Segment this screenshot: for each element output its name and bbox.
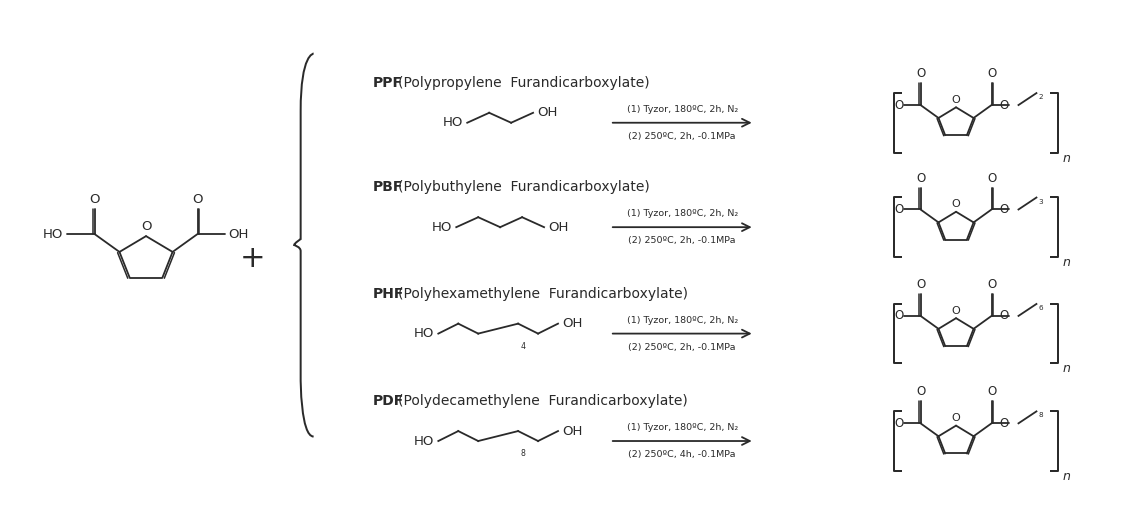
Text: (2) 250ºC, 2h, -0.1MPa: (2) 250ºC, 2h, -0.1MPa: [629, 343, 736, 352]
Text: O: O: [193, 193, 203, 206]
Text: OH: OH: [562, 424, 582, 437]
Text: (1) Tyzor, 180ºC, 2h, N₂: (1) Tyzor, 180ºC, 2h, N₂: [627, 105, 738, 114]
Text: O: O: [987, 386, 996, 399]
Text: HO: HO: [443, 116, 463, 129]
Text: HO: HO: [43, 227, 63, 240]
Text: $_3$: $_3$: [1039, 196, 1045, 206]
Text: O: O: [999, 99, 1008, 112]
Text: (2) 250ºC, 2h, -0.1MPa: (2) 250ºC, 2h, -0.1MPa: [629, 132, 736, 141]
Text: O: O: [894, 203, 903, 216]
Text: O: O: [952, 95, 961, 105]
Text: PPF: PPF: [373, 76, 402, 90]
Text: (1) Tyzor, 180ºC, 2h, N₂: (1) Tyzor, 180ºC, 2h, N₂: [627, 209, 738, 218]
Text: O: O: [915, 172, 926, 185]
Text: O: O: [987, 278, 996, 291]
Text: O: O: [999, 203, 1008, 216]
Text: O: O: [987, 67, 996, 80]
Text: (Polypropylene  Furandicarboxylate): (Polypropylene Furandicarboxylate): [398, 76, 649, 90]
Text: $_2$: $_2$: [1039, 92, 1045, 102]
Text: O: O: [140, 220, 152, 233]
Text: OH: OH: [229, 227, 249, 240]
Text: O: O: [894, 309, 903, 323]
Text: O: O: [952, 199, 961, 209]
Text: (Polydecamethylene  Furandicarboxylate): (Polydecamethylene Furandicarboxylate): [398, 394, 688, 408]
Text: OH: OH: [562, 317, 582, 330]
Text: O: O: [894, 99, 903, 112]
Text: HO: HO: [414, 327, 434, 340]
Text: HO: HO: [414, 434, 434, 448]
Text: +: +: [240, 245, 265, 273]
Text: O: O: [894, 417, 903, 430]
Text: $_6$: $_6$: [1039, 303, 1045, 313]
Text: (Polyhexamethylene  Furandicarboxylate): (Polyhexamethylene Furandicarboxylate): [398, 287, 688, 301]
Text: OH: OH: [548, 221, 569, 234]
Text: (Polybuthylene  Furandicarboxylate): (Polybuthylene Furandicarboxylate): [398, 180, 649, 194]
Text: n: n: [1063, 151, 1071, 164]
Text: PDF: PDF: [373, 394, 403, 408]
Text: O: O: [952, 413, 961, 423]
Text: $_8$: $_8$: [520, 448, 527, 460]
Text: (2) 250ºC, 2h, -0.1MPa: (2) 250ºC, 2h, -0.1MPa: [629, 236, 736, 245]
Text: O: O: [999, 309, 1008, 323]
Text: PBF: PBF: [373, 180, 403, 194]
Text: $_8$: $_8$: [1039, 410, 1045, 420]
Text: (1) Tyzor, 180ºC, 2h, N₂: (1) Tyzor, 180ºC, 2h, N₂: [627, 423, 738, 432]
Text: (2) 250ºC, 4h, -0.1MPa: (2) 250ºC, 4h, -0.1MPa: [629, 450, 736, 459]
Text: (1) Tyzor, 180ºC, 2h, N₂: (1) Tyzor, 180ºC, 2h, N₂: [627, 316, 738, 325]
Text: O: O: [987, 172, 996, 185]
Text: O: O: [915, 278, 926, 291]
Text: n: n: [1063, 470, 1071, 483]
Text: O: O: [90, 193, 100, 206]
Text: HO: HO: [432, 221, 452, 234]
Text: O: O: [915, 67, 926, 80]
Text: PHF: PHF: [373, 287, 403, 301]
Text: n: n: [1063, 256, 1071, 269]
Text: O: O: [915, 386, 926, 399]
Text: OH: OH: [537, 107, 557, 119]
Text: O: O: [952, 306, 961, 316]
Text: $_4$: $_4$: [520, 341, 527, 353]
Text: n: n: [1063, 362, 1071, 375]
Text: O: O: [999, 417, 1008, 430]
